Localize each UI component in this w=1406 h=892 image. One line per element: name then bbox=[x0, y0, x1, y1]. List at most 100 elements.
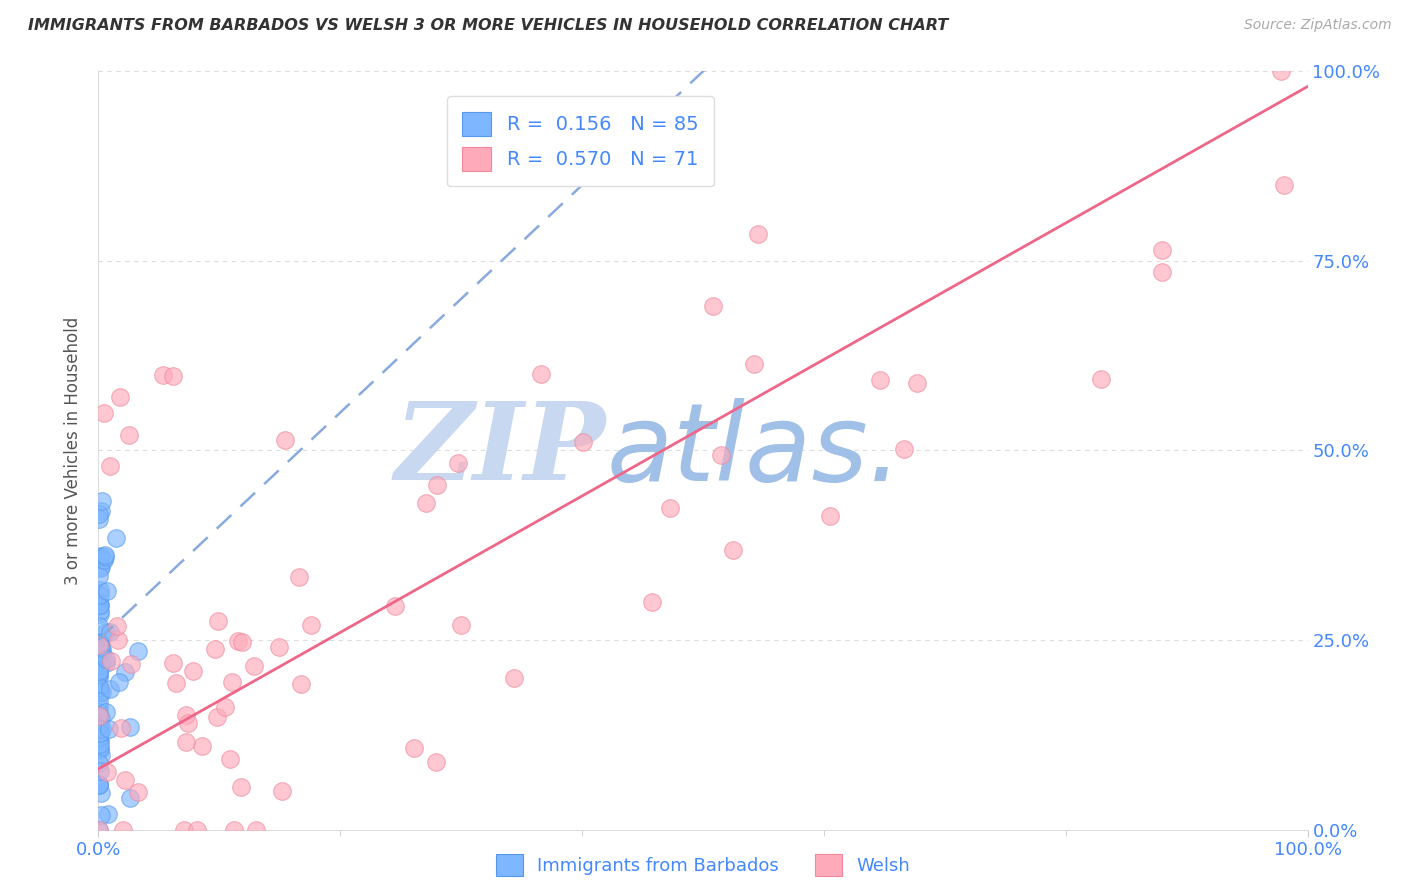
Point bbox=[90, 786, 112, 800]
Point bbox=[90, 504, 112, 518]
Point bbox=[89, 725, 111, 739]
Point bbox=[242, 658, 264, 673]
Point bbox=[204, 641, 226, 656]
Point bbox=[288, 570, 311, 584]
Y-axis label: 3 or more Vehicles in Household: 3 or more Vehicles in Household bbox=[65, 317, 83, 584]
Point bbox=[1270, 64, 1292, 78]
Text: ZIP: ZIP bbox=[395, 398, 606, 503]
Point bbox=[162, 369, 184, 384]
Point bbox=[93, 552, 115, 566]
Point bbox=[118, 428, 141, 442]
Point bbox=[221, 674, 243, 689]
Point bbox=[89, 681, 111, 696]
Point bbox=[1090, 372, 1112, 386]
Point bbox=[89, 582, 111, 597]
Point bbox=[111, 822, 134, 837]
Point bbox=[90, 642, 112, 657]
Point bbox=[100, 654, 122, 668]
Point bbox=[747, 227, 769, 241]
Point bbox=[89, 599, 111, 613]
Point bbox=[120, 657, 142, 671]
Point bbox=[245, 822, 267, 837]
Point bbox=[1272, 178, 1295, 192]
Point bbox=[87, 778, 110, 792]
Point bbox=[110, 721, 132, 735]
Point bbox=[89, 733, 111, 747]
Point bbox=[114, 773, 136, 788]
Point bbox=[174, 735, 197, 749]
Point bbox=[384, 599, 406, 613]
Point bbox=[91, 722, 114, 736]
Point bbox=[274, 433, 297, 447]
Point bbox=[90, 711, 112, 725]
Point bbox=[90, 549, 112, 563]
Point bbox=[176, 707, 198, 722]
Point bbox=[447, 456, 470, 470]
Point bbox=[415, 496, 437, 510]
Point bbox=[96, 764, 118, 779]
Point bbox=[127, 644, 149, 658]
Point bbox=[87, 549, 110, 564]
Point bbox=[89, 607, 111, 621]
Point bbox=[89, 599, 111, 613]
Point bbox=[89, 669, 111, 683]
Point bbox=[222, 822, 245, 837]
Point bbox=[90, 808, 112, 822]
Point bbox=[89, 645, 111, 659]
Point bbox=[271, 784, 294, 798]
Point bbox=[425, 478, 447, 492]
Point bbox=[87, 731, 110, 746]
Point bbox=[96, 583, 118, 598]
Point bbox=[89, 619, 111, 633]
Point bbox=[173, 822, 195, 837]
Point bbox=[89, 822, 111, 837]
Point bbox=[87, 708, 110, 723]
Point bbox=[89, 657, 111, 671]
Point bbox=[94, 652, 117, 666]
Text: Source: ZipAtlas.com: Source: ZipAtlas.com bbox=[1244, 18, 1392, 32]
Point bbox=[89, 638, 111, 652]
Point bbox=[114, 665, 136, 679]
Point bbox=[290, 676, 312, 690]
Point bbox=[91, 685, 114, 699]
Text: IMMIGRANTS FROM BARBADOS VS WELSH 3 OR MORE VEHICLES IN HOUSEHOLD CORRELATION CH: IMMIGRANTS FROM BARBADOS VS WELSH 3 OR M… bbox=[28, 18, 949, 33]
Point bbox=[214, 699, 236, 714]
Point bbox=[90, 748, 112, 763]
Point bbox=[87, 681, 110, 695]
Point bbox=[425, 755, 447, 769]
Point bbox=[89, 693, 111, 707]
Point bbox=[89, 644, 111, 658]
Point bbox=[165, 676, 187, 690]
Point bbox=[89, 726, 111, 740]
Point bbox=[87, 594, 110, 608]
Point bbox=[89, 559, 111, 574]
Point bbox=[89, 684, 111, 698]
Point bbox=[571, 434, 593, 449]
Point bbox=[107, 675, 129, 690]
Point bbox=[186, 822, 208, 837]
Text: atlas.: atlas. bbox=[606, 398, 903, 503]
Point bbox=[94, 705, 117, 719]
Legend: R =  0.156   N = 85, R =  0.570   N = 71: R = 0.156 N = 85, R = 0.570 N = 71 bbox=[447, 96, 714, 186]
Point bbox=[94, 656, 117, 670]
Point bbox=[89, 741, 111, 756]
Point bbox=[450, 618, 472, 632]
Point bbox=[87, 681, 110, 695]
Point bbox=[98, 681, 121, 696]
Point bbox=[89, 635, 111, 649]
Point bbox=[87, 664, 110, 678]
Point bbox=[89, 764, 111, 779]
Point bbox=[404, 741, 426, 756]
Point bbox=[89, 599, 111, 614]
Point bbox=[98, 625, 121, 640]
Point bbox=[226, 634, 249, 648]
Point bbox=[108, 391, 131, 405]
Point bbox=[90, 645, 112, 659]
Point bbox=[530, 367, 553, 381]
Point bbox=[89, 722, 111, 736]
Point bbox=[90, 494, 112, 508]
Point bbox=[90, 640, 112, 655]
Point bbox=[503, 671, 526, 685]
Point bbox=[118, 791, 141, 805]
Point bbox=[205, 710, 228, 724]
